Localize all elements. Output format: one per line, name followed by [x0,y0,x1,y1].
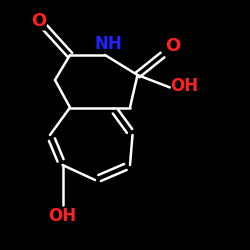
FancyBboxPatch shape [96,34,122,53]
FancyBboxPatch shape [171,77,197,96]
FancyBboxPatch shape [164,37,180,56]
Text: NH: NH [95,35,122,53]
Text: O: O [165,37,180,55]
Text: OH: OH [170,77,198,95]
FancyBboxPatch shape [50,207,76,226]
FancyBboxPatch shape [31,12,47,30]
Text: O: O [31,12,46,30]
Text: OH: OH [48,207,76,225]
